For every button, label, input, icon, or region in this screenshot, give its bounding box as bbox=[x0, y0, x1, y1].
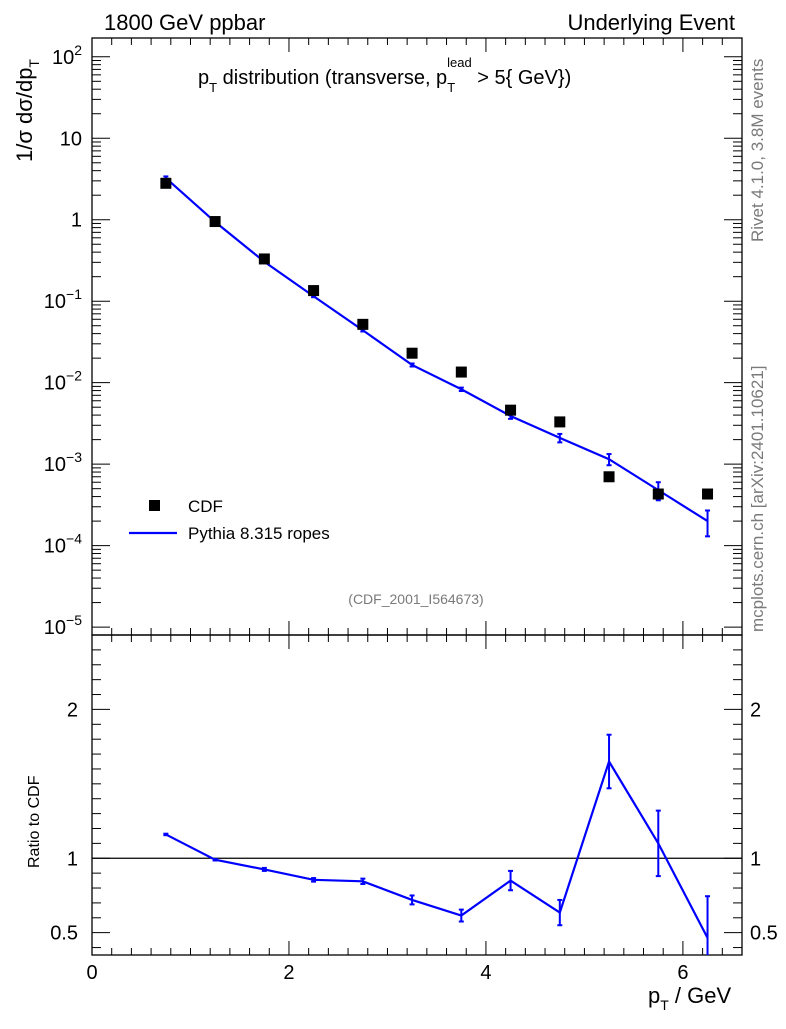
data-point-marker bbox=[308, 285, 320, 297]
main-axes: 102 10 1 10−1 10−2 10−3 10−4 10−5 bbox=[44, 37, 743, 639]
x-tick-label: 4 bbox=[480, 962, 491, 984]
ratio-series-line bbox=[165, 758, 709, 939]
data-point-marker bbox=[258, 253, 270, 265]
y-tick-label: 10−2 bbox=[44, 368, 82, 395]
data-point-marker bbox=[406, 347, 418, 359]
y-tick-label: 1 bbox=[67, 848, 78, 870]
y-tick-label: 10−1 bbox=[44, 286, 82, 313]
data-point-marker bbox=[603, 471, 615, 483]
data-point-marker bbox=[455, 366, 467, 378]
data-point-marker bbox=[357, 318, 369, 330]
x-tick-label: 6 bbox=[677, 962, 688, 984]
legend: CDF Pythia 8.315 ropes bbox=[129, 497, 330, 543]
y-tick-label: 10−5 bbox=[44, 612, 82, 639]
side-rivet-label: Rivet 4.1.0, 3.8M events bbox=[748, 59, 767, 242]
x-axis-label: pT / GeV bbox=[648, 983, 731, 1013]
y-tick-label: 10−3 bbox=[44, 449, 82, 476]
legend-mc-label: Pythia 8.315 ropes bbox=[188, 524, 330, 543]
y-tick-label-right: 0.5 bbox=[750, 923, 778, 945]
y-tick-label: 0.5 bbox=[50, 923, 78, 945]
analysis-source-label: (CDF_2001_I564673) bbox=[348, 591, 483, 607]
data-point-marker bbox=[160, 177, 172, 189]
y-tick-label: 10 bbox=[60, 128, 82, 150]
x-tick-label: 2 bbox=[283, 962, 294, 984]
ratio-data-marks bbox=[163, 733, 711, 955]
side-mcplots-label: mcplots.cern.ch [arXiv:2401.10621] bbox=[748, 366, 767, 632]
y-tick-label: 102 bbox=[52, 42, 82, 69]
ratio-axes: 0 2 4 6 0.5 0.5 1 1 2 2 bbox=[50, 634, 778, 984]
ratio-frame bbox=[91, 634, 743, 956]
y-tick-label: 2 bbox=[67, 699, 78, 721]
y-tick-label: 10−4 bbox=[44, 531, 82, 558]
main-data-marks bbox=[160, 175, 714, 538]
header-left: 1800 GeV ppbar bbox=[104, 10, 265, 35]
mc-series-line bbox=[165, 177, 709, 523]
y-tick-label-right: 2 bbox=[750, 699, 761, 721]
data-point-marker bbox=[209, 216, 221, 228]
y-tick-label: 1 bbox=[71, 210, 82, 232]
header-right: Underlying Event bbox=[567, 10, 735, 35]
main-frame bbox=[91, 37, 743, 636]
main-y-axis-label: 1/σ dσ/dpT bbox=[12, 59, 42, 162]
data-point-marker bbox=[652, 488, 664, 500]
data-point-marker bbox=[554, 416, 566, 428]
ratio-y-axis-label: Ratio to CDF bbox=[26, 775, 43, 868]
data-point-marker bbox=[702, 488, 714, 500]
legend-data-label: CDF bbox=[188, 497, 223, 516]
plot-title: pT distribution (transverse, pTlead > 5{… bbox=[198, 55, 571, 95]
x-tick-label: 0 bbox=[86, 962, 97, 984]
data-point-marker bbox=[505, 404, 517, 416]
y-tick-label-right: 1 bbox=[750, 848, 761, 870]
legend-data-marker bbox=[149, 500, 160, 511]
